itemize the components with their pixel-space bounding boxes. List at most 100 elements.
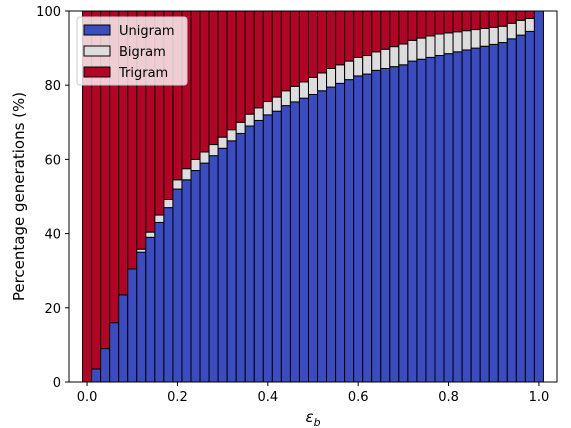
x-axis-ticks: 0.0 0.2 0.4 0.6 0.8 1.0 [77,382,550,405]
bar-bigram [208,144,219,157]
x-axis-label: εb [305,408,320,428]
bar-bigram [497,25,508,44]
bar-bigram [335,64,346,84]
bar-trigram [217,10,228,138]
bar-bigram [506,22,517,40]
legend-label-bigram: Bigram [119,45,166,60]
bar-trigram [470,10,481,31]
x-tick-label: 1.0 [529,390,550,405]
bar-bigram [389,46,400,68]
bar-trigram [425,10,436,37]
bar-bigram [344,60,355,81]
bar-unigram [91,368,102,383]
bar-unigram [145,236,156,383]
bar-bigram [479,27,490,47]
bar-bigram [226,129,237,142]
bar-bigram [407,39,418,62]
bar-unigram [226,140,237,383]
bar-unigram [506,38,517,383]
bar-bigram [271,96,282,112]
bar-trigram [253,10,264,109]
bar-unigram [172,188,183,383]
bar-unigram [262,114,273,383]
bar-bigram [362,55,373,75]
bar-trigram [298,10,309,83]
x-axis-label-main: ε [305,408,313,426]
bar-bigram [235,121,246,134]
bar-bigram [353,56,364,77]
bar-bigram [434,33,445,57]
plot-frame [68,10,558,383]
legend-swatch-trigram [83,66,111,78]
bar-unigram [244,125,255,383]
x-tick-label: 0.0 [77,390,98,405]
bar-trigram [497,10,508,27]
bar-bigram [154,214,165,223]
bar-bigram [515,19,526,36]
bar-trigram [335,10,346,66]
bar-unigram [100,348,111,383]
legend-label-unigram: Unigram [119,24,175,39]
bar-unigram [235,132,246,383]
x-axis-label-subscript: b [314,416,321,428]
legend-swatch-unigram [83,24,111,36]
bar-trigram [208,10,219,146]
y-tick-label: 0 [53,376,61,391]
bar-bigram [181,168,192,181]
x-tick-label: 0.4 [257,390,278,405]
bar-unigram [362,73,373,383]
y-tick-label: 40 [44,228,61,243]
legend-label-trigram: Trigram [118,66,168,81]
bar-unigram [118,294,129,383]
y-axis-label: Percentage generations (%) [10,92,28,301]
bar-trigram [461,10,472,32]
bar-bigram [371,51,382,71]
bar-trigram [190,10,201,160]
legend: Unigram Bigram Trigram [76,16,188,86]
bar-trigram [226,10,237,131]
bar-unigram [208,155,219,383]
bar-bigram [145,231,156,238]
bar-trigram [307,10,319,78]
bar-bigram [262,101,273,116]
y-tick-label: 100 [36,5,61,20]
bar-unigram [271,110,282,383]
bar-unigram [461,49,472,383]
bar-bigram [452,31,463,53]
bar-bigram [398,43,409,66]
bar-bigram [425,35,436,58]
bar-unigram [307,93,319,383]
bar-unigram [154,221,165,383]
x-tick-label: 0.8 [438,390,459,405]
bar-unigram [199,162,210,383]
bar-bigram [289,85,300,103]
bar-bigram [416,37,427,60]
bar-trigram [434,10,445,35]
bar-unigram [335,82,346,383]
bar-bigram [217,136,228,149]
bar-unigram [280,105,291,383]
bar-bigram [488,26,499,45]
bar-trigram [262,10,273,103]
bar-trigram [289,10,300,87]
bar-unigram [524,30,535,383]
bar-trigram [371,10,382,53]
bar-trigram [443,10,454,34]
x-tick-label: 0.6 [348,390,369,405]
y-axis-ticks: 0 20 40 60 80 100 [36,5,69,391]
bar-trigram [353,10,364,58]
bar-trigram [326,10,337,70]
bar-unigram [416,58,427,383]
bar-unigram [353,75,364,383]
bar-trigram [362,10,373,57]
bar-trigram [515,10,526,21]
bar-bigram [244,113,255,127]
bar-trigram [271,10,282,98]
bar-bigram [307,76,319,95]
bar-bigram [172,179,183,190]
bar-unigram [479,45,490,383]
bar-trigram [416,10,427,39]
bar-unigram [452,51,463,383]
bar-unigram [181,179,192,383]
bar-trigram [398,10,409,45]
